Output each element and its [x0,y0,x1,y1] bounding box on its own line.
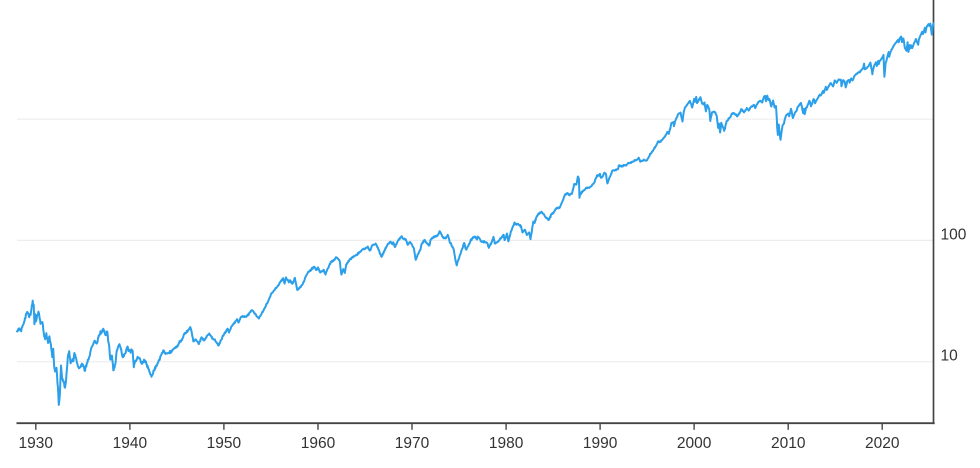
x-tick-label: 1930 [19,435,54,452]
x-tick-label: 1980 [489,435,524,452]
x-tick-label: 1960 [301,435,336,452]
x-tick-label: 1950 [207,435,242,452]
y-tick-label: 100 [941,226,967,243]
x-tick-label: 2010 [771,435,806,452]
y-tick-label: 10 [941,348,959,365]
x-tick-label: 1940 [113,435,148,452]
x-tick-label: 1970 [395,435,430,452]
x-tick-label: 1990 [583,435,618,452]
price-line [16,22,935,406]
x-tick-label: 2020 [865,435,900,452]
x-tick-label: 2000 [677,435,712,452]
